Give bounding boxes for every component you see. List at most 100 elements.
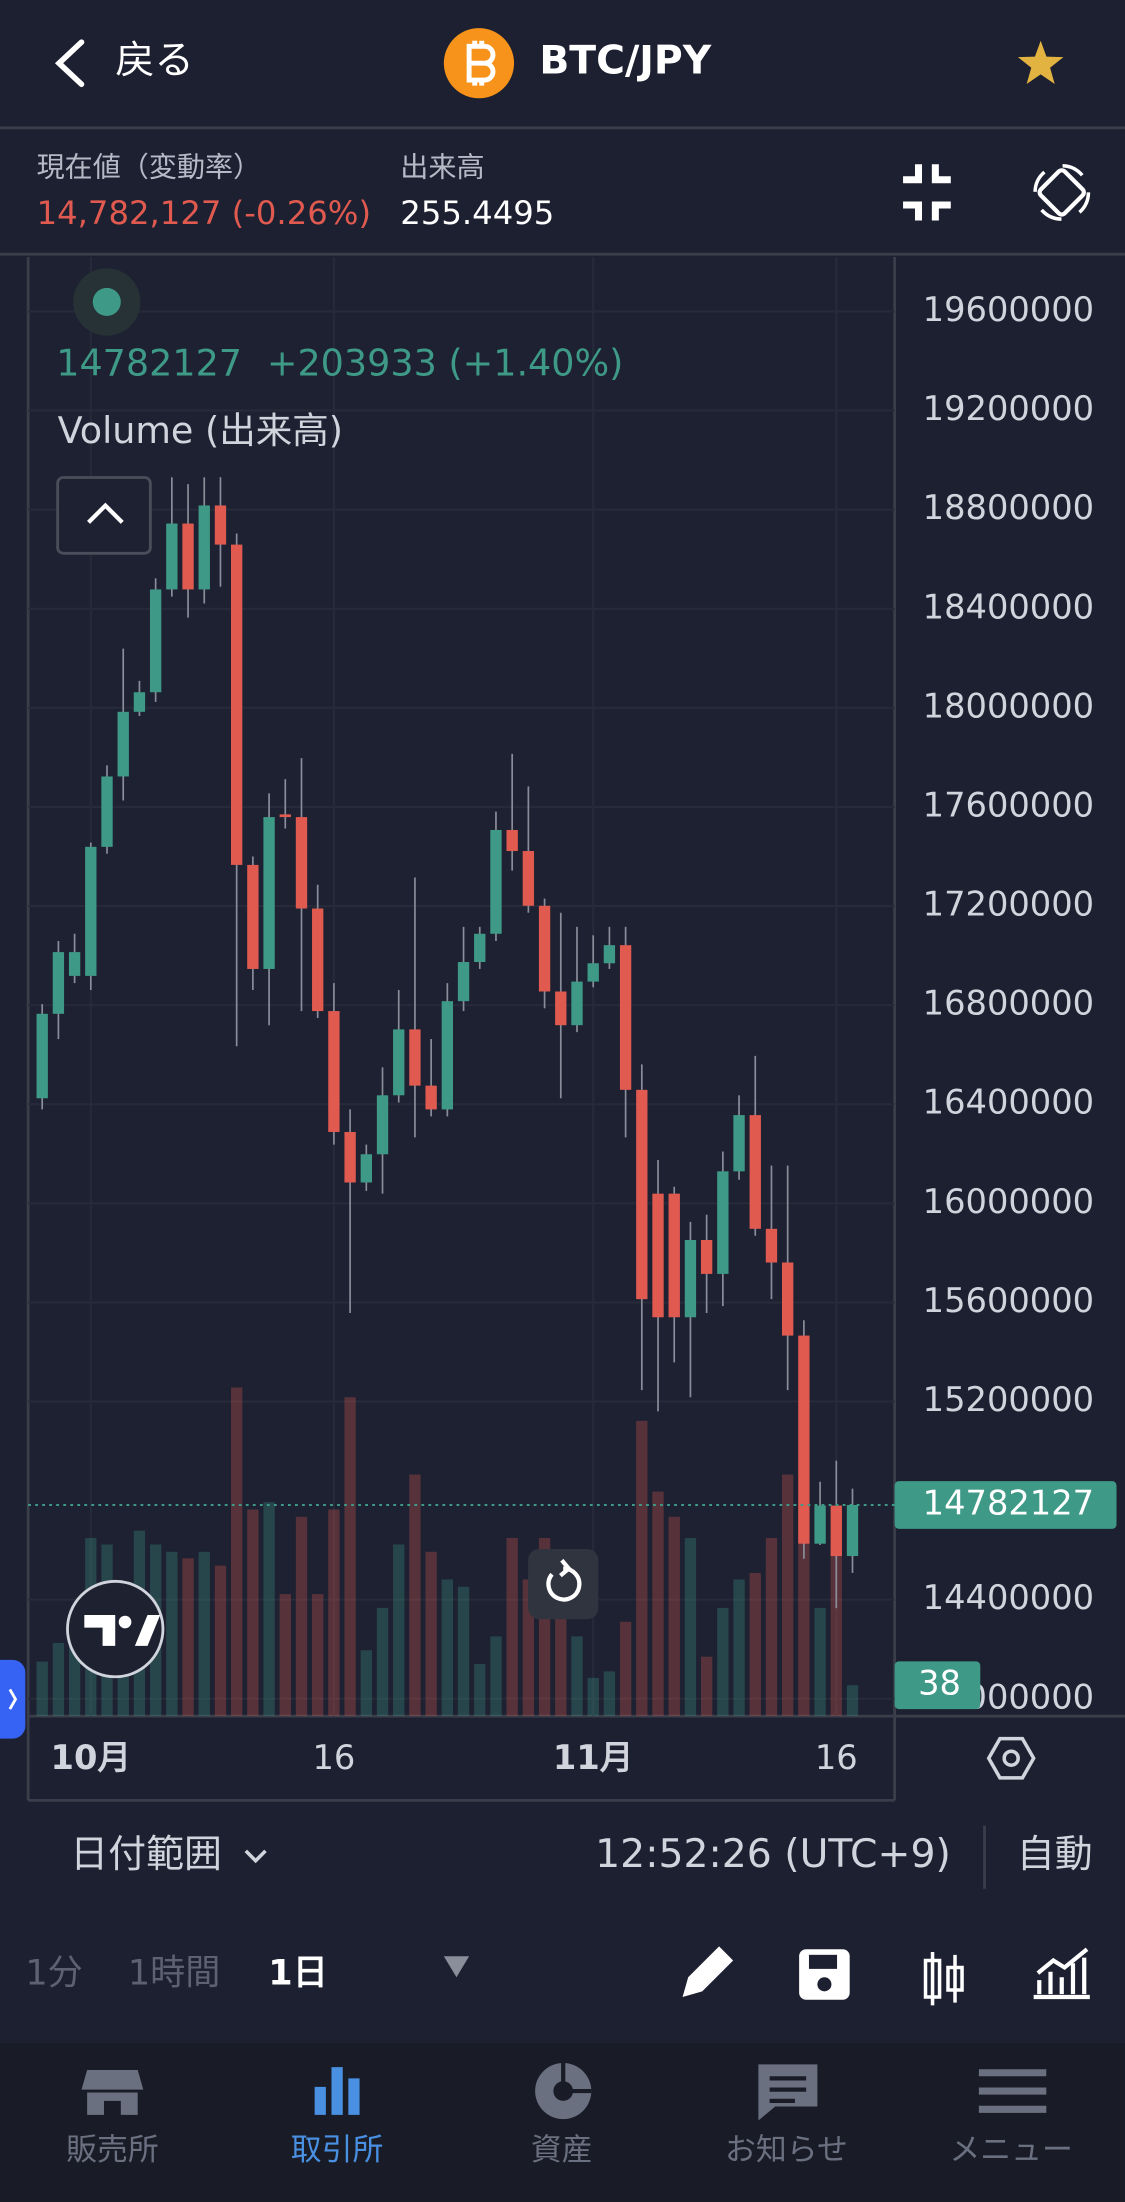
candle-body — [619, 945, 632, 1090]
y-tick-label: 18800000 — [923, 488, 1094, 527]
candle-body — [166, 523, 178, 590]
interval[interactable]: 1分 — [25, 1952, 82, 1993]
back-icon — [54, 39, 85, 88]
candle-body — [457, 962, 470, 1002]
y-tick-label: 18400000 — [923, 587, 1094, 626]
volume-bar — [619, 1621, 632, 1717]
candle-body — [474, 933, 486, 963]
volume-bar — [781, 1474, 794, 1717]
volume-bar — [684, 1537, 697, 1717]
tab-icon-lines — [769, 2076, 807, 2103]
status-dot — [92, 287, 121, 316]
range-selector[interactable]: 日付範囲 — [70, 1832, 267, 1876]
price-tag — [894, 1481, 1117, 1529]
candle-body — [441, 1001, 454, 1110]
candle-body — [700, 1239, 713, 1274]
indicator-icon[interactable] — [1033, 1947, 1090, 2000]
volume-bar — [636, 1420, 648, 1717]
logo-glyph — [84, 1614, 161, 1646]
tab-icon-hole — [553, 2081, 574, 2101]
volume-bar — [247, 1509, 259, 1717]
volume-bar — [814, 1607, 826, 1717]
volume-bar — [425, 1551, 437, 1717]
candle-body — [733, 1115, 745, 1172]
volume-bar — [376, 1607, 389, 1717]
rotate-frame — [1037, 168, 1086, 217]
candle-body — [652, 1193, 664, 1318]
candle-body — [85, 846, 97, 976]
reset-button[interactable] — [528, 1548, 599, 1620]
candle-body — [717, 1171, 729, 1274]
candle-body — [636, 1089, 648, 1300]
candle-body — [555, 991, 567, 1026]
candle-body — [749, 1115, 761, 1229]
clock: 12:52:26 (UTC+9) — [595, 1832, 951, 1877]
y-tick-label: 17200000 — [923, 885, 1094, 924]
volume-bar — [538, 1537, 551, 1717]
reset-arrow — [559, 1558, 572, 1578]
volume-bar — [166, 1551, 178, 1717]
auto-scale[interactable]: 自動 — [1017, 1832, 1093, 1876]
volume-bar — [68, 1615, 81, 1717]
y-tick-label: 19600000 — [923, 290, 1094, 329]
tab[interactable]: お知らせ — [725, 2064, 848, 2168]
favorite-star[interactable] — [1017, 40, 1064, 84]
tab[interactable]: 販売所 — [66, 2069, 159, 2168]
volume-tag-label: 38 — [918, 1664, 961, 1703]
volume-bar — [555, 1586, 567, 1717]
volume-bar — [36, 1661, 48, 1717]
rotate-icon[interactable] — [1033, 163, 1091, 221]
candle-body — [230, 544, 243, 865]
tab-icon — [978, 2069, 1047, 2113]
side-tab[interactable] — [0, 1659, 26, 1739]
x-tick-label: 16 — [312, 1738, 355, 1777]
tab[interactable]: メニュー — [949, 2069, 1073, 2168]
volume-bar — [295, 1516, 308, 1717]
collapse-icon[interactable] — [903, 164, 951, 221]
volume-bar — [198, 1551, 210, 1717]
y-tick-label: 19200000 — [923, 389, 1094, 428]
hexagon — [986, 1736, 1036, 1780]
collapse-legend[interactable] — [56, 476, 152, 555]
y-tick-label: 15200000 — [923, 1380, 1094, 1419]
volume-bar — [603, 1671, 616, 1717]
y-tick-label: 16000000 — [923, 1182, 1094, 1221]
candle-body — [279, 814, 291, 818]
volume-bar — [700, 1656, 713, 1717]
candle-body — [247, 864, 259, 969]
draw-icon[interactable] — [682, 1946, 734, 1997]
volume-bar — [522, 1579, 535, 1717]
volume-bar — [230, 1387, 243, 1717]
candle-body — [668, 1193, 680, 1318]
settings-icon[interactable] — [986, 1736, 1036, 1780]
legend-change: +203933 (+1.40%) — [267, 342, 624, 385]
interval[interactable]: 1時間 — [128, 1952, 221, 1993]
chevron-up — [87, 502, 124, 524]
candle-body — [312, 908, 324, 1012]
side-chevron — [8, 1688, 18, 1710]
range-chevron — [244, 1849, 267, 1864]
tv-logo[interactable] — [66, 1579, 165, 1679]
y-tick-label: 17600000 — [923, 785, 1094, 824]
volume-bar — [328, 1509, 340, 1717]
candle-body — [344, 1131, 356, 1183]
candle-body — [117, 711, 129, 777]
stat-volume: 255.4495 — [400, 194, 554, 232]
interval-more[interactable] — [443, 1956, 470, 1978]
y-axis: 1400000014400000152000001560000016000000… — [923, 290, 1094, 1716]
candle-body — [684, 1239, 697, 1318]
volume-bar — [182, 1558, 194, 1717]
volume-bar — [717, 1607, 729, 1717]
volume-bar — [765, 1537, 778, 1717]
chart-type-icon[interactable] — [923, 1952, 964, 2006]
save-icon[interactable] — [799, 1949, 850, 2000]
candle-body — [68, 952, 81, 976]
volume-bar — [846, 1685, 859, 1717]
interval-active[interactable]: 1日 — [268, 1952, 328, 1993]
tab-label: 販売所 — [66, 2132, 159, 2168]
back-button[interactable]: 戻る — [54, 39, 194, 88]
candle-body — [765, 1228, 778, 1263]
tab[interactable]: 資産 — [531, 2062, 593, 2168]
